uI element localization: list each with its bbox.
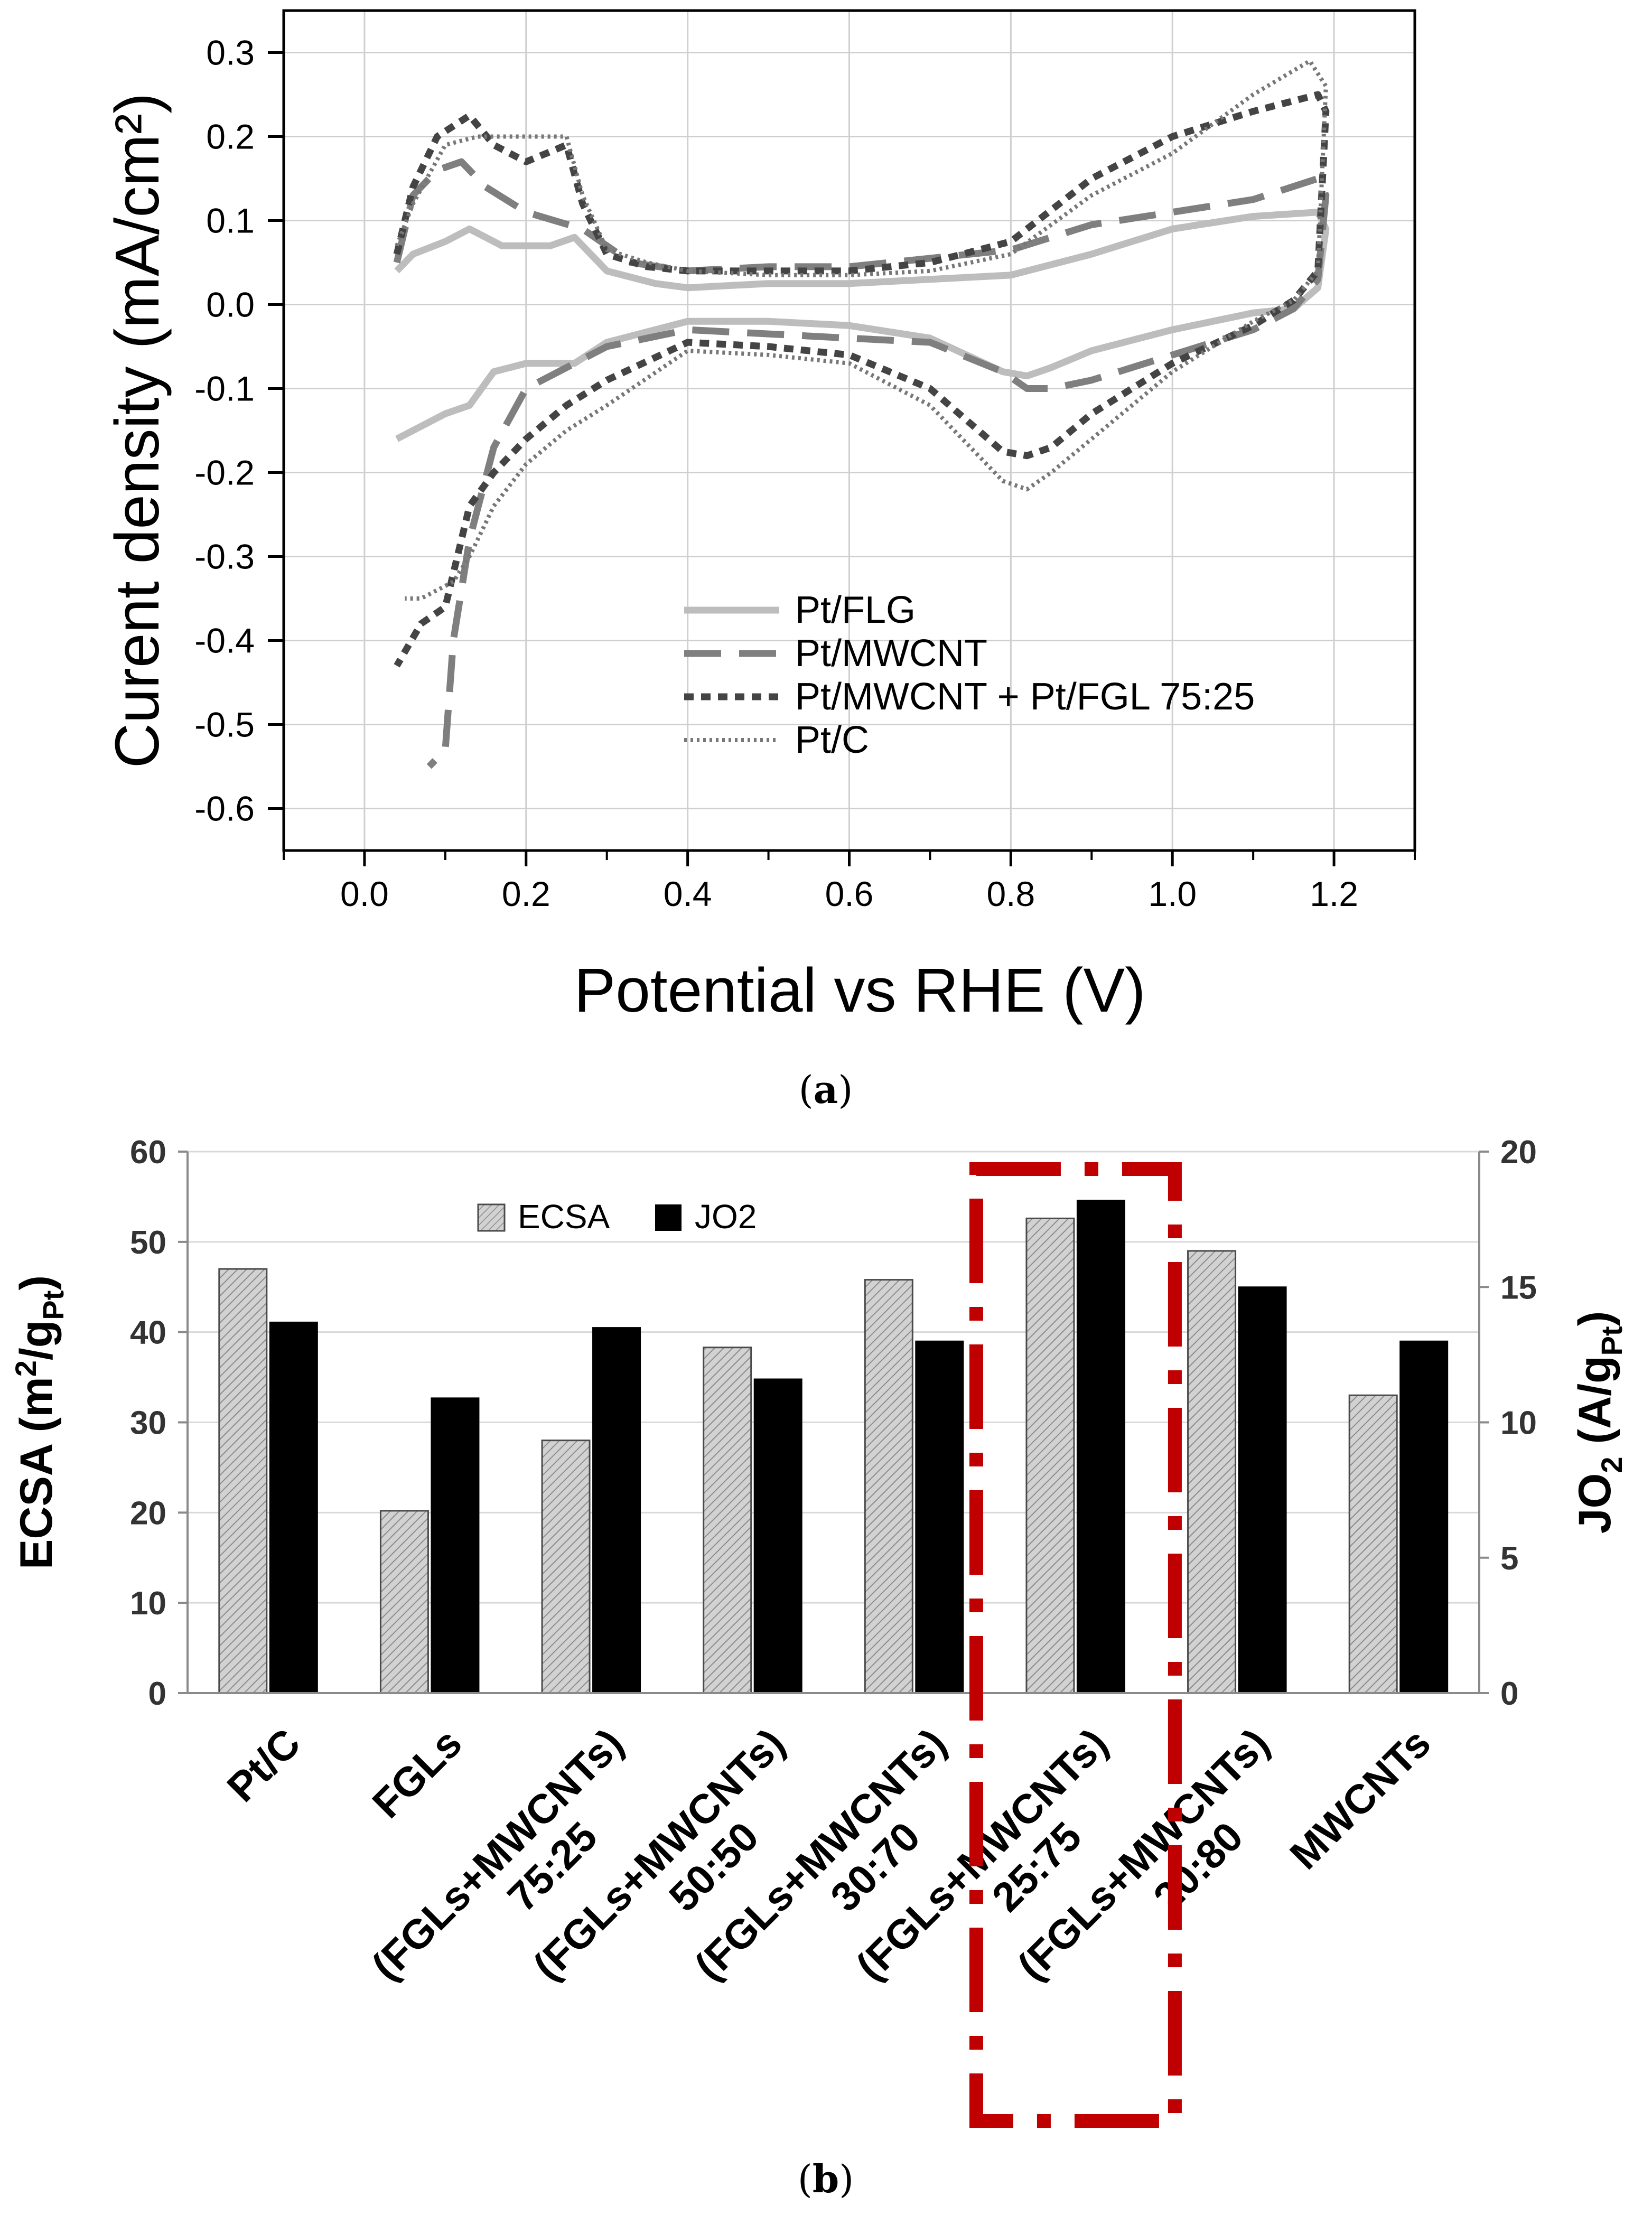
cv-ytick-label: -0.5 <box>194 705 255 744</box>
bar-ytick-label-right: 5 <box>1500 1540 1518 1577</box>
bar-ytick-label-left: 20 <box>130 1495 166 1531</box>
bar-ecsa <box>1348 1394 1398 1694</box>
panel-b-label: (b) <box>798 2156 854 2201</box>
cv-ytick-label: -0.4 <box>194 621 255 660</box>
bar-category-label: MWCNTs <box>1281 1719 1439 1878</box>
bar-ecsa <box>1025 1217 1075 1694</box>
bar-ytick-label-left: 10 <box>130 1585 166 1622</box>
bar-jo2 <box>1076 1200 1125 1694</box>
cv-line-pt-c <box>395 59 1328 601</box>
cv-x-axis-label: Potential vs RHE (V) <box>574 956 1146 1025</box>
bar-ytick-label-right: 15 <box>1500 1269 1537 1306</box>
bar-ytick-label-right: 20 <box>1500 1134 1537 1171</box>
cv-line-pt-flg <box>394 209 1330 442</box>
bar-jo2 <box>592 1327 641 1694</box>
bar-ytick-label-left: 0 <box>148 1676 166 1712</box>
bar-category-line: MWCNTs <box>1281 1719 1439 1878</box>
cv-chart: 0.0 0.2 0.4 0.6 0.8 1.0 1.2 0.3 0.2 0.1 0.0 -0.1 -0.… <box>102 9 1416 1025</box>
cv-xtick-label: 1.2 <box>1310 874 1358 913</box>
bar-ytick-label-left: 50 <box>130 1225 166 1261</box>
cv-xtick-label: 0.4 <box>664 874 712 913</box>
cv-ytick-label: 0.2 <box>206 117 255 156</box>
panel-a-label: (a) <box>799 1067 853 1112</box>
bar-ytick-label-left: 60 <box>130 1134 166 1171</box>
bar-ecsa <box>379 1510 429 1694</box>
bar-ytick-label-left: 40 <box>130 1315 166 1351</box>
cv-legend-label: Pt/FLG <box>795 589 916 631</box>
cv-line-pt-mwcnt <box>393 158 1330 769</box>
cv-ytick-label: 0.3 <box>206 33 255 72</box>
bar-legend-label: ECSA <box>518 1198 610 1236</box>
cv-series <box>393 59 1330 769</box>
bar-jo2 <box>431 1397 480 1694</box>
bar-legend-swatch-ecsa <box>477 1203 506 1232</box>
bar-ytick-label-left: 30 <box>130 1405 166 1442</box>
bar-legend-swatch-jo2 <box>655 1204 682 1231</box>
highlight-box <box>969 1162 1182 2128</box>
cv-ytick-label: -0.6 <box>194 789 255 828</box>
bar-ecsa <box>703 1347 752 1694</box>
cv-ytick-label: -0.3 <box>194 537 255 576</box>
bar-category-line: FGLs <box>363 1719 471 1827</box>
cv-ytick-label: 0.1 <box>206 201 255 240</box>
bar-series <box>218 1200 1449 1694</box>
bar-jo2 <box>269 1321 318 1694</box>
bar-ecsa <box>541 1440 591 1694</box>
bar-category-line: Pt/C <box>218 1719 310 1811</box>
bar-jo2 <box>1238 1286 1287 1694</box>
bar-category-label: FGLs <box>363 1719 471 1827</box>
cv-legend-label: Pt/C <box>795 719 869 761</box>
cv-legend-label: Pt/MWCNT + Pt/FGL 75:25 <box>795 676 1255 718</box>
bar-y-axis-label-right: JO2 (A/gPt) <box>1570 1311 1628 1534</box>
bar-jo2 <box>753 1378 802 1694</box>
cv-y-axis-label: Curent density (mA/cm²) <box>102 93 172 769</box>
cv-xtick-label: 0.0 <box>340 874 389 913</box>
bar-ecsa <box>218 1268 268 1694</box>
bar-y-axis-label-left: ECSA (m2/gPt) <box>9 1275 70 1569</box>
bar-ytick-label-right: 0 <box>1500 1676 1518 1712</box>
cv-xtick-label: 0.8 <box>986 874 1035 913</box>
cv-xtick-label: 0.2 <box>502 874 550 913</box>
bar-ecsa <box>864 1279 913 1694</box>
cv-line-pt-mwcnt-pt-fgl-75-25 <box>393 91 1330 668</box>
cv-ytick-label: -0.2 <box>194 453 255 492</box>
bar-jo2 <box>1399 1340 1449 1694</box>
cv-legend-label: Pt/MWCNT <box>795 632 987 675</box>
cv-xtick-label: 0.6 <box>825 874 874 913</box>
cv-ticks: 0.0 0.2 0.4 0.6 0.8 1.0 1.2 0.3 0.2 0.1 0.0 -0.1 -0.… <box>194 33 1416 913</box>
bar-legend-label: JO2 <box>695 1198 757 1236</box>
bar-category-labels: Pt/C FGLs(FGLs+MWCNTs)75:25(FGLs+MWCNTs)5… <box>218 1719 1440 1989</box>
bar-ecsa <box>1187 1250 1237 1694</box>
cv-ytick-label: -0.1 <box>194 369 255 408</box>
cv-ytick-label: 0.0 <box>206 285 255 324</box>
bar-category-label: Pt/C <box>218 1719 310 1811</box>
bar-jo2 <box>915 1340 964 1694</box>
cv-grid <box>284 11 1415 851</box>
bar-ytick-label-right: 10 <box>1500 1405 1537 1442</box>
cv-xtick-label: 1.0 <box>1148 874 1197 913</box>
bar-legend: ECSA JO2 <box>477 1198 757 1236</box>
